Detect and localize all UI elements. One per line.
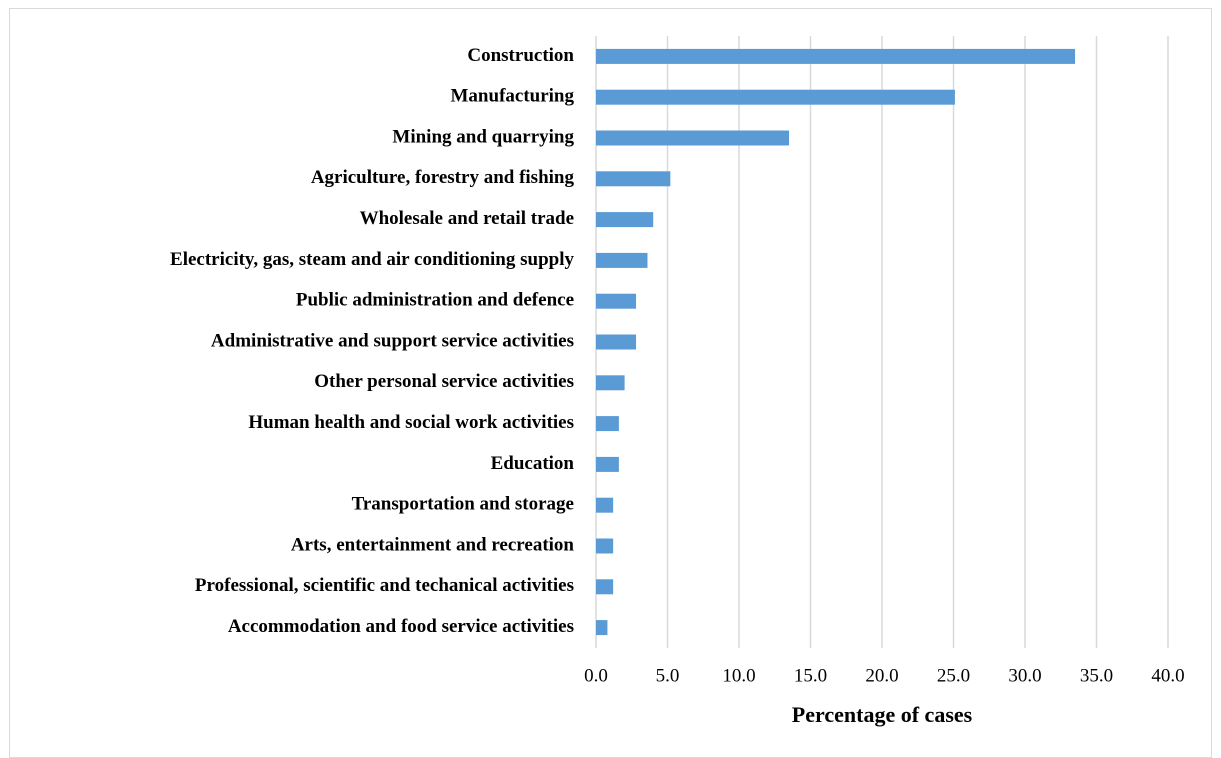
bar: [596, 171, 671, 187]
bar: [596, 48, 1076, 64]
bar: [596, 252, 648, 268]
bar: [596, 212, 654, 228]
y-tick-label: Electricity, gas, steam and air conditio…: [170, 249, 574, 270]
x-axis-title: Percentage of cases: [792, 702, 973, 727]
bar: [596, 130, 790, 146]
bar: [596, 416, 619, 432]
bar: [596, 579, 614, 595]
bar: [596, 375, 625, 391]
bar: [596, 334, 637, 350]
bar: [596, 456, 619, 472]
y-tick-label: Public administration and defence: [296, 290, 574, 311]
y-tick-label: Professional, scientific and techanical …: [195, 575, 574, 596]
y-tick-label: Human health and social work activities: [248, 412, 574, 433]
x-tick-label: 20.0: [865, 665, 898, 686]
bar: [596, 293, 637, 309]
bar: [596, 89, 955, 105]
x-tick-label: 10.0: [722, 665, 755, 686]
x-tick-label: 30.0: [1008, 665, 1041, 686]
x-tick-label: 35.0: [1080, 665, 1113, 686]
x-tick-label: 40.0: [1151, 665, 1184, 686]
x-tick-label: 25.0: [937, 665, 970, 686]
y-tick-label: Agriculture, forestry and fishing: [311, 167, 575, 188]
y-tick-label: Transportation and storage: [352, 494, 574, 515]
y-tick-label: Arts, entertainment and recreation: [291, 534, 575, 555]
x-tick-label: 15.0: [794, 665, 827, 686]
bar: [596, 620, 608, 636]
x-tick-label: 0.0: [584, 665, 608, 686]
y-tick-label: Mining and quarrying: [392, 126, 574, 147]
y-tick-label: Manufacturing: [451, 86, 575, 107]
x-tick-label: 5.0: [656, 665, 680, 686]
bar: [596, 497, 614, 513]
y-tick-label: Accommodation and food service activitie…: [228, 616, 574, 637]
y-tick-label: Construction: [467, 45, 574, 66]
y-tick-label: Wholesale and retail trade: [360, 208, 574, 229]
y-tick-label: Other personal service activities: [314, 371, 574, 392]
y-tick-label: Administrative and support service activ…: [211, 330, 574, 351]
y-tick-label: Education: [491, 453, 575, 474]
bar: [596, 538, 614, 554]
